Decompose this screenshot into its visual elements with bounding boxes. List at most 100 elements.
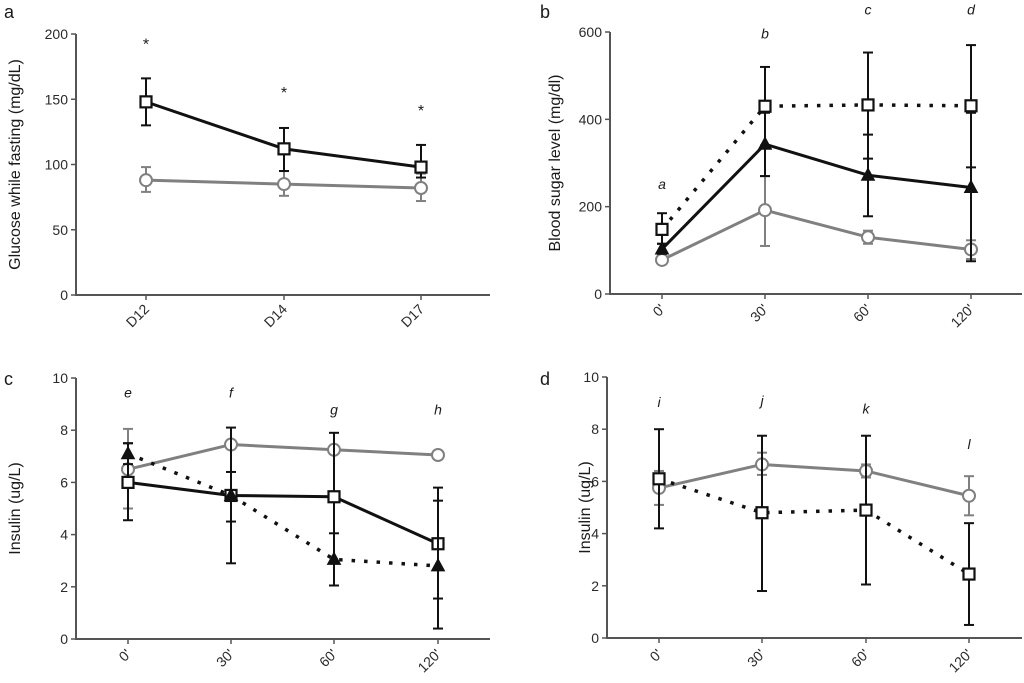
data-point-circle (861, 230, 875, 245)
y-axis-title: Glucose while fasting (mg/dL) (7, 59, 24, 270)
annotation-label: * (418, 103, 424, 120)
data-point-triangle (654, 240, 670, 255)
panel-letter: a (4, 2, 15, 22)
data-point-square (652, 472, 666, 486)
series-line (658, 462, 970, 498)
x-tick-label: 30' (744, 646, 768, 670)
series-black-square-dotted (652, 428, 976, 626)
y-tick-label: 50 (52, 222, 68, 238)
y-tick-label: 0 (594, 286, 602, 302)
annotation-label: i (657, 394, 661, 410)
series-line (661, 208, 972, 262)
y-axis-title: Insulin (ug/L) (577, 461, 594, 554)
series-line (660, 103, 972, 231)
data-point-square (861, 98, 875, 112)
annotation-label: j (758, 393, 764, 409)
y-tick-label: 200 (579, 199, 603, 215)
x-tick-label: 30' (213, 646, 237, 670)
data-point-square (859, 503, 873, 517)
annotation-label: l (967, 436, 971, 452)
series-line (658, 477, 970, 576)
series-black-square-solid (139, 77, 428, 179)
data-point-square (121, 475, 135, 489)
x-tick-label: D12 (123, 301, 153, 331)
annotation-label: e (124, 385, 132, 401)
x-tick-label: 120' (945, 646, 975, 676)
y-tick-label: 2 (60, 579, 68, 595)
y-tick-label: 10 (52, 370, 68, 386)
data-point-circle (431, 447, 445, 462)
x-tick-label: 60' (848, 646, 872, 670)
y-axis-title: Insulin (ug/L) (7, 462, 24, 555)
annotation-label: * (143, 37, 149, 54)
series-gray-circle-solid (139, 166, 428, 203)
series-black-square-dotted (655, 44, 978, 245)
data-point-circle (277, 177, 291, 192)
x-tick-label: 30' (747, 301, 771, 325)
series-gray-circle-solid (655, 175, 978, 267)
annotation-label: f (229, 385, 235, 401)
data-point-square (139, 95, 153, 109)
annotation-label: b (761, 26, 769, 42)
annotation-label: k (863, 401, 871, 417)
annotation-label: c (865, 2, 872, 18)
y-tick-label: 8 (591, 421, 599, 437)
y-tick-label: 150 (45, 91, 69, 107)
series-line (660, 142, 972, 251)
y-axis-title: Blood sugar level (mg/dl) (547, 75, 564, 252)
x-tick-label: 0' (115, 646, 134, 665)
chart-panel-c: c 0 2 4 6 8 10 Insulin (ug/L) 0' 30' 60' 120' e f g h (4, 369, 490, 676)
data-point-circle (655, 252, 669, 267)
data-point-triangle (963, 179, 979, 193)
y-tick-label: 0 (60, 287, 68, 303)
chart-panel-b: b 0 200 400 600 Blood sugar level (mg/dl) 0' 30… (540, 2, 1022, 331)
series-line (127, 452, 439, 568)
series-line (127, 443, 439, 471)
data-point-triangle (223, 487, 239, 501)
data-point-square (655, 222, 669, 236)
y-tick-label: 200 (45, 26, 69, 42)
y-tick-label: 0 (60, 631, 68, 647)
chart-panel-d: d 0 2 4 6 8 10 Insulin (ug/L) 0' 30' 60' 120' i j k l (540, 369, 1022, 676)
data-point-triangle (860, 167, 876, 181)
y-tick-label: 100 (45, 157, 69, 173)
annotation-label: d (967, 2, 976, 18)
y-tick-label: 4 (591, 526, 599, 542)
annotation-label: a (658, 176, 666, 192)
y-tick-label: 2 (591, 578, 599, 594)
annotation-label: g (330, 402, 338, 418)
data-point-triangle (430, 557, 446, 572)
x-tick-label: 120' (414, 646, 444, 676)
data-point-square (755, 506, 769, 520)
chart-panel-a: a 0 50 100 150 200 Glucose while fasting (mg/d… (4, 2, 490, 330)
series-black-triangle-solid (654, 111, 979, 263)
y-tick-label: 6 (591, 473, 599, 489)
y-tick-label: 6 (60, 474, 68, 490)
y-tick-label: 400 (579, 111, 603, 127)
x-tick-label: D17 (398, 301, 428, 331)
series-gray-circle-solid (652, 451, 976, 517)
data-point-circle (414, 180, 428, 195)
x-tick-label: 0' (646, 646, 665, 665)
data-point-triangle (326, 551, 342, 565)
data-point-square (758, 99, 772, 113)
panel-letter: b (540, 2, 550, 22)
data-point-square (964, 99, 978, 113)
annotation-label: h (434, 402, 442, 418)
x-tick-label: D14 (261, 301, 291, 331)
series-black-triangle-dotted (120, 442, 446, 600)
y-tick-label: 0 (591, 630, 599, 646)
series-line (127, 480, 439, 546)
data-point-square (962, 567, 976, 581)
panel-letter: c (4, 369, 13, 389)
x-tick-label: 60' (316, 646, 340, 670)
data-point-triangle (120, 445, 136, 460)
data-point-circle (962, 488, 976, 503)
data-point-circle (758, 203, 772, 218)
data-point-circle (139, 173, 153, 188)
y-tick-label: 10 (583, 369, 599, 385)
data-point-square (327, 490, 341, 504)
data-point-triangle (757, 136, 773, 150)
panel-letter: d (540, 369, 550, 389)
